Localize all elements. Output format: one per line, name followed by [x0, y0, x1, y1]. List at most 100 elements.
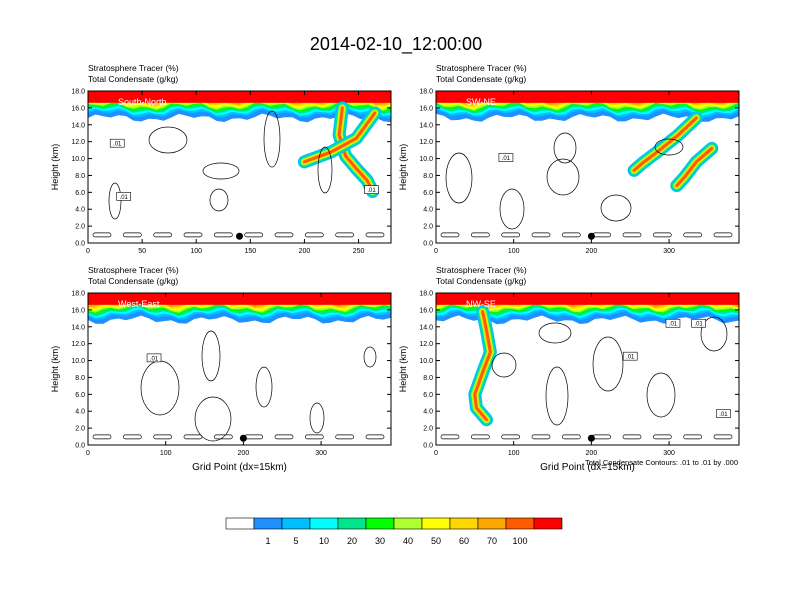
y-tick-label: 10.0 [71, 358, 85, 365]
condensate-contour [317, 146, 333, 194]
x-tick-label: 100 [160, 450, 172, 457]
colorbar-swatch [505, 517, 535, 530]
panel-title-line1: Stratosphere Tracer (%) [436, 63, 527, 73]
y-tick-label: 4.0 [75, 409, 85, 416]
contour-label-box [364, 185, 379, 194]
contour-label: .01 [719, 412, 728, 418]
condensate-contour [652, 232, 672, 238]
y-tick-label: 0.0 [423, 241, 433, 248]
y-tick-label: 2.0 [75, 224, 85, 231]
panel-title-line2: Total Condensate (g/kg) [436, 276, 526, 286]
panel-title-line1: Stratosphere Tracer (%) [88, 63, 179, 73]
x-tick-label: 0 [86, 450, 90, 457]
condensate-contours [92, 110, 385, 238]
x-tick-label: 0 [86, 248, 90, 255]
tracer-intrusion [675, 146, 714, 188]
contour-label-box [146, 353, 162, 363]
y-tick-label: 4.0 [423, 207, 433, 214]
condensate-contour [440, 232, 460, 238]
colorbar-label: 20 [347, 536, 357, 546]
y-tick-label: 12.0 [71, 139, 85, 146]
condensate-contour [501, 434, 521, 440]
contour-label-box [622, 351, 638, 361]
condensate-contour [194, 396, 232, 442]
x-tick-label: 100 [508, 450, 520, 457]
contour-label-box [109, 138, 125, 148]
y-tick-label: 18.0 [419, 291, 433, 298]
condensate-contour [365, 232, 385, 238]
panel-title-line2: Total Condensate (g/kg) [88, 276, 178, 286]
colorbar-swatch [365, 517, 395, 530]
location-marker [239, 434, 247, 442]
condensate-contour [274, 434, 294, 440]
tracer-field [436, 91, 739, 238]
condensate-contour [646, 372, 676, 418]
x-tick-label: 200 [238, 450, 250, 457]
y-tick-label: 8.0 [423, 173, 433, 180]
condensate-contour [309, 402, 325, 434]
y-tick-label: 6.0 [75, 190, 85, 197]
contour-label: .01 [694, 322, 703, 328]
x-tick-label: 100 [508, 248, 520, 255]
y-tick-label: 14.0 [71, 122, 85, 129]
condensate-contour [546, 158, 580, 196]
condensate-contour [153, 232, 173, 238]
tracer-intrusion [337, 106, 375, 193]
condensate-contour [335, 232, 355, 238]
y-tick-label: 4.0 [423, 409, 433, 416]
y-tick-label: 14.0 [419, 324, 433, 331]
condensate-contour [600, 194, 632, 222]
y-tick-label: 16.0 [419, 105, 433, 112]
y-tick-label: 10.0 [71, 156, 85, 163]
condensate-contour [700, 316, 728, 352]
colorbar: 1 5 10 20 30 40 50 60 70 100 [225, 517, 563, 546]
tracer-band [88, 293, 391, 305]
x-axis-label: Grid Point (dx=15km) [192, 462, 287, 473]
plot-frame [87, 292, 392, 446]
condensate-contour [440, 434, 460, 440]
condensate-contour [501, 232, 521, 238]
colorbar-swatch [421, 517, 451, 530]
panel-title-line1: Stratosphere Tracer (%) [436, 265, 527, 275]
colorbar-swatch [309, 517, 339, 530]
panel-title-line2: Total Condensate (g/kg) [88, 74, 178, 84]
tracer-intrusion [302, 111, 377, 164]
colorbar-label: 50 [431, 536, 441, 546]
tracer-field [436, 293, 739, 440]
y-tick-label: 8.0 [75, 375, 85, 382]
condensate-contour [92, 232, 112, 238]
condensate-contour [122, 434, 142, 440]
colorbar-swatch [393, 517, 423, 530]
condensate-contours [440, 132, 733, 238]
figure-title: 2014-02-10_12:00:00 [310, 34, 482, 55]
y-tick-label: 16.0 [71, 105, 85, 112]
contour-label: .01 [113, 142, 122, 148]
y-axis-label: Height (km) [50, 346, 60, 393]
colorbar-swatch [253, 517, 283, 530]
condensate-contour [683, 434, 703, 440]
y-axis-label: Height (km) [50, 144, 60, 191]
plot-frame [87, 90, 392, 244]
tracer-field [88, 91, 391, 238]
colorbar-label: 100 [512, 536, 527, 546]
x-tick-label: 300 [663, 248, 675, 255]
condensate-contour [304, 434, 324, 440]
condensate-contour [255, 366, 273, 408]
x-tick-label: 200 [586, 248, 598, 255]
contour-label-box [691, 318, 706, 328]
y-tick-label: 2.0 [423, 224, 433, 231]
colorbar-swatch [281, 517, 311, 530]
contour-note: Total Condensate Contours: .01 to .01 by… [585, 458, 738, 467]
condensate-contour [491, 352, 517, 378]
contour-label-box [665, 318, 681, 328]
condensate-contour [713, 232, 733, 238]
y-tick-label: 18.0 [71, 291, 85, 298]
condensate-contour [244, 232, 264, 238]
y-tick-label: 0.0 [423, 443, 433, 450]
tracer-band [88, 91, 391, 103]
colorbar-label: 10 [319, 536, 329, 546]
condensate-contour [213, 232, 233, 238]
condensate-contour [148, 126, 188, 154]
x-tick-label: 150 [244, 248, 256, 255]
plot-frame [435, 292, 740, 446]
